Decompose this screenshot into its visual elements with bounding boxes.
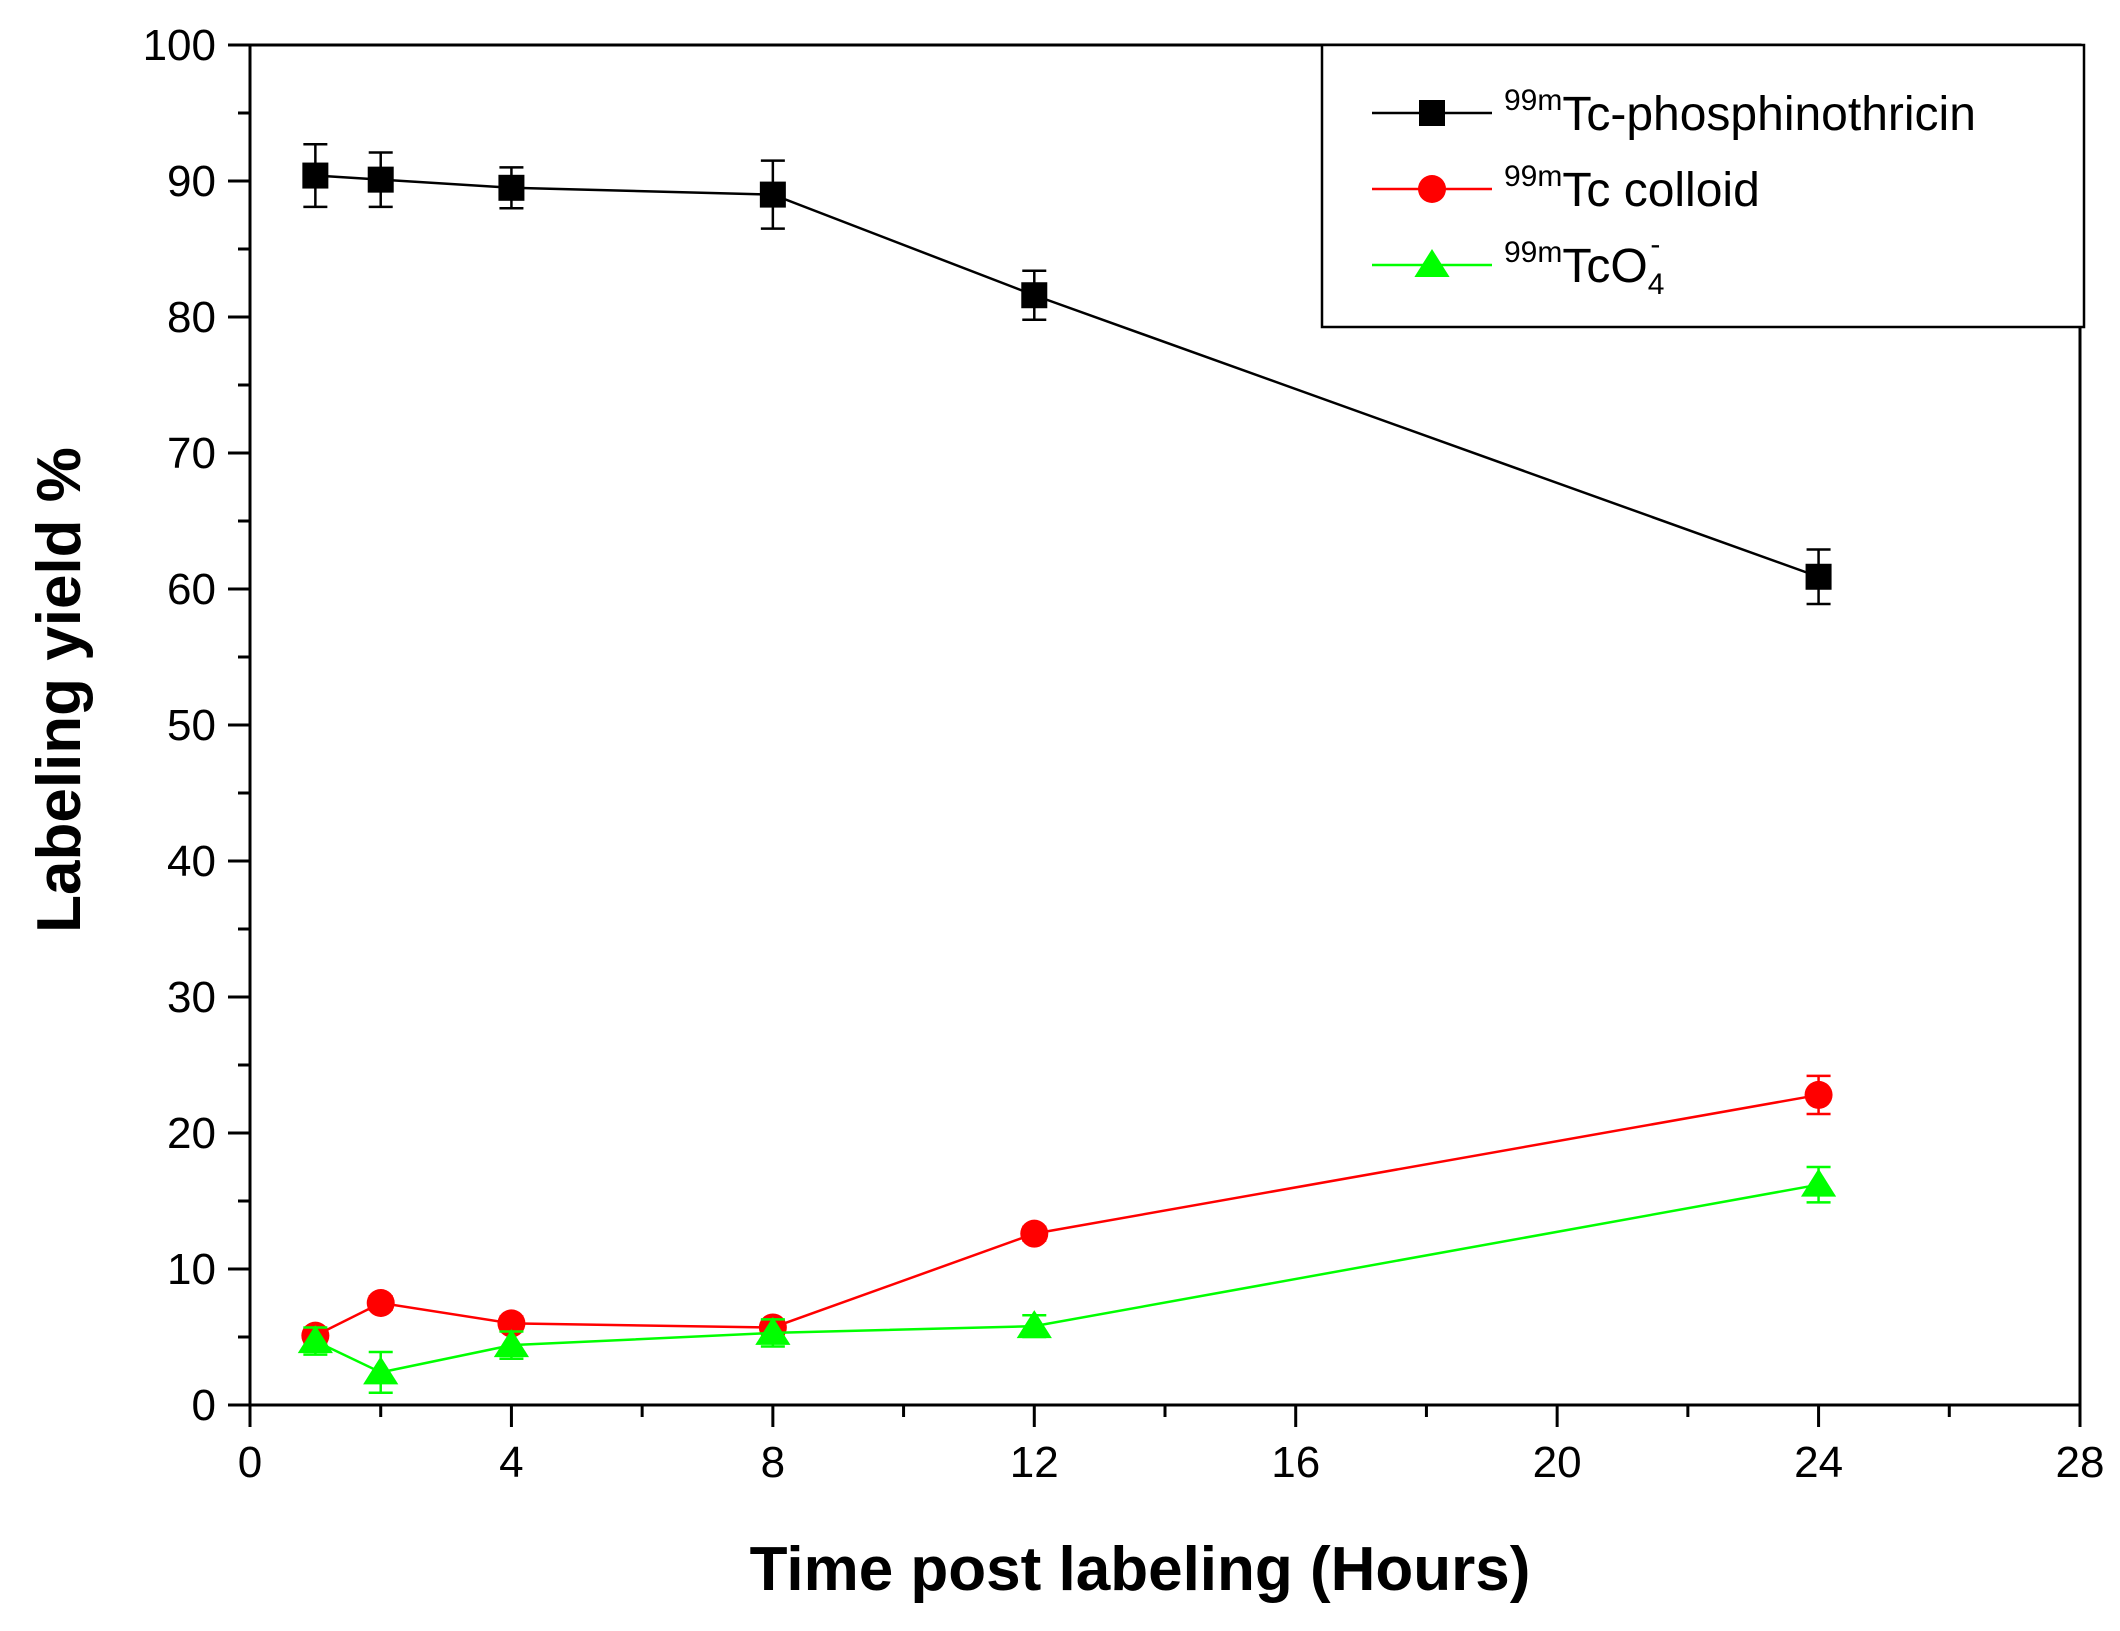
x-tick-label: 4	[499, 1438, 523, 1487]
legend-item: 99mTcO4-	[1372, 228, 1664, 301]
legend: 99mTc-phosphinothricin 99mTc colloid 99mTc…	[1320, 43, 2086, 329]
data-point	[1016, 1310, 1052, 1339]
legend-label: 99mTc colloid	[1504, 160, 1760, 217]
y-tick-label: 80	[167, 293, 216, 342]
data-point	[755, 1316, 791, 1345]
data-point	[366, 1289, 395, 1317]
y-tick-label: 50	[167, 701, 216, 750]
data-point	[1020, 1219, 1049, 1248]
legend-label: 99mTc-phosphinothricin	[1504, 84, 1976, 141]
x-tick-label: 20	[1533, 1438, 1582, 1487]
series-layer	[297, 143, 1837, 1395]
y-tick-label: 40	[167, 837, 216, 886]
x-tick-label: 8	[761, 1438, 785, 1487]
data-point	[363, 1356, 399, 1385]
y-tick-label: 60	[167, 565, 216, 614]
y-tick-label: 70	[167, 429, 216, 478]
axes-layer: 0 4 8 12 16 20 24 28 0 10 20 30 40 50 60 70 80 90 100	[143, 21, 2105, 1487]
legend-box	[1320, 43, 2086, 329]
data-point	[498, 174, 525, 201]
y-tick-label: 100	[143, 21, 216, 70]
data-point	[1800, 1168, 1837, 1197]
series-line	[314, 1183, 1819, 1374]
legend-marker	[1414, 249, 1450, 277]
series-line	[314, 1093, 1819, 1337]
legend-marker	[1419, 100, 1445, 126]
data-point	[1804, 1080, 1833, 1109]
series-2	[301, 1074, 1833, 1350]
data-point	[1805, 563, 1832, 590]
x-tick-label: 28	[2056, 1438, 2105, 1487]
y-tick-label: 0	[192, 1381, 216, 1430]
y-tick-label: 30	[167, 973, 216, 1022]
x-tick-label: 24	[1794, 1438, 1843, 1487]
x-axis-title: Time post labeling (Hours)	[750, 1535, 1531, 1604]
y-tick-label: 10	[167, 1245, 216, 1294]
data-point	[302, 162, 329, 189]
y-axis-title: Labeling yield %	[25, 447, 94, 933]
x-tick-label: 12	[1010, 1438, 1059, 1487]
legend-label: 99mTcO4-	[1504, 228, 1664, 301]
y-tick-label: 90	[167, 157, 216, 206]
data-point	[367, 166, 394, 193]
legend-marker	[1418, 175, 1446, 203]
y-tick-label: 20	[167, 1109, 216, 1158]
legend-item: 99mTc-phosphinothricin	[1372, 84, 1976, 141]
legend-item: 99mTc colloid	[1372, 160, 1760, 217]
x-tick-label: 0	[238, 1438, 262, 1487]
series-3	[297, 1165, 1837, 1395]
x-tick-label: 16	[1271, 1438, 1320, 1487]
series-1	[302, 143, 1832, 606]
data-point	[1021, 282, 1048, 309]
data-point	[759, 181, 786, 208]
data-point	[493, 1329, 530, 1358]
data-point	[297, 1325, 333, 1354]
